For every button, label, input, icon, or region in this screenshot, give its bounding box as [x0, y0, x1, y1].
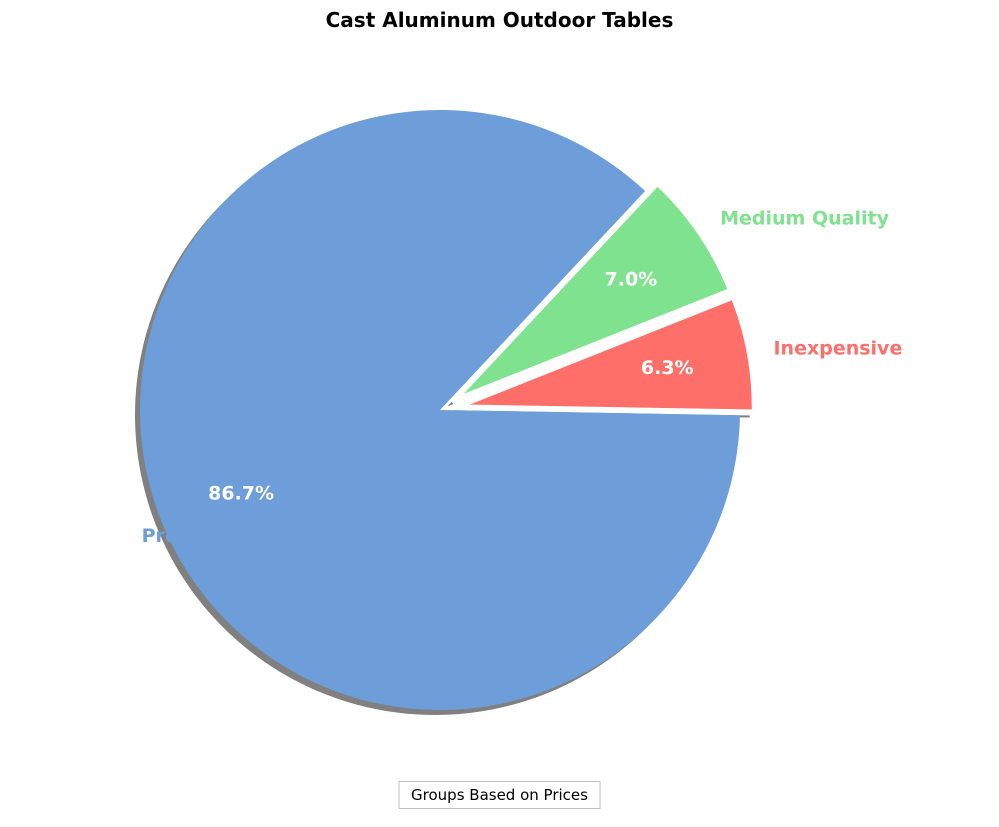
slice-outer-label: Inexpensive [773, 338, 902, 360]
pie-slices [140, 110, 755, 710]
slice-outer-label: Medium Quality [720, 208, 889, 230]
slice-percent-label: 6.3% [641, 357, 694, 379]
slice-outer-label: Premium Group [142, 525, 310, 547]
pie-chart-svg: 6.3% Inexpensive 7.0% Medium Quality 86.7% Pr… [0, 0, 999, 827]
caption-box: Groups Based on Prices [398, 781, 601, 809]
slice-percent-label: 7.0% [605, 268, 658, 290]
slice-percent-label: 86.7% [208, 483, 274, 505]
chart-container: Cast Aluminum Outdoor Tables 6.3%Inexpen… [0, 0, 999, 827]
